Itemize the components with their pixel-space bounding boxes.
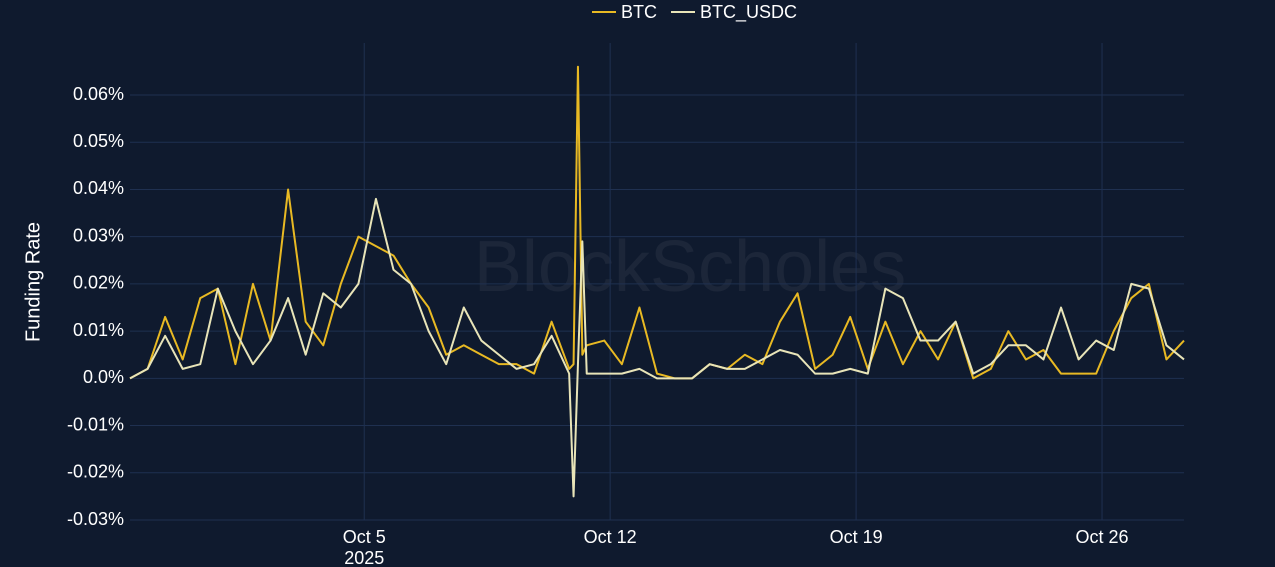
y-tick-label: -0.01%: [67, 414, 124, 434]
y-tick-label: 0.05%: [73, 131, 124, 151]
x-tick-label: Oct 5: [343, 527, 386, 547]
y-tick-label: -0.03%: [67, 509, 124, 529]
y-tick-label: 0.01%: [73, 320, 124, 340]
y-tick-label: 0.0%: [83, 367, 124, 387]
x-tick-label: Oct 12: [584, 527, 637, 547]
y-tick-label: 0.04%: [73, 178, 124, 198]
legend-label: BTC: [621, 2, 657, 22]
x-tick-label: Oct 26: [1076, 527, 1129, 547]
y-tick-label: 0.02%: [73, 273, 124, 293]
y-tick-label: -0.02%: [67, 462, 124, 482]
watermark: BlockScholes: [474, 227, 906, 307]
y-tick-label: 0.03%: [73, 225, 124, 245]
y-axis-title: Funding Rate: [22, 222, 44, 342]
line-series: [129, 65, 1185, 380]
y-tick-label: 0.06%: [73, 84, 124, 104]
x-year-label: 2025: [344, 548, 384, 567]
x-tick-label: Oct 19: [830, 527, 883, 547]
legend-label: BTC_USDC: [700, 2, 797, 23]
line-series: [129, 197, 1185, 498]
